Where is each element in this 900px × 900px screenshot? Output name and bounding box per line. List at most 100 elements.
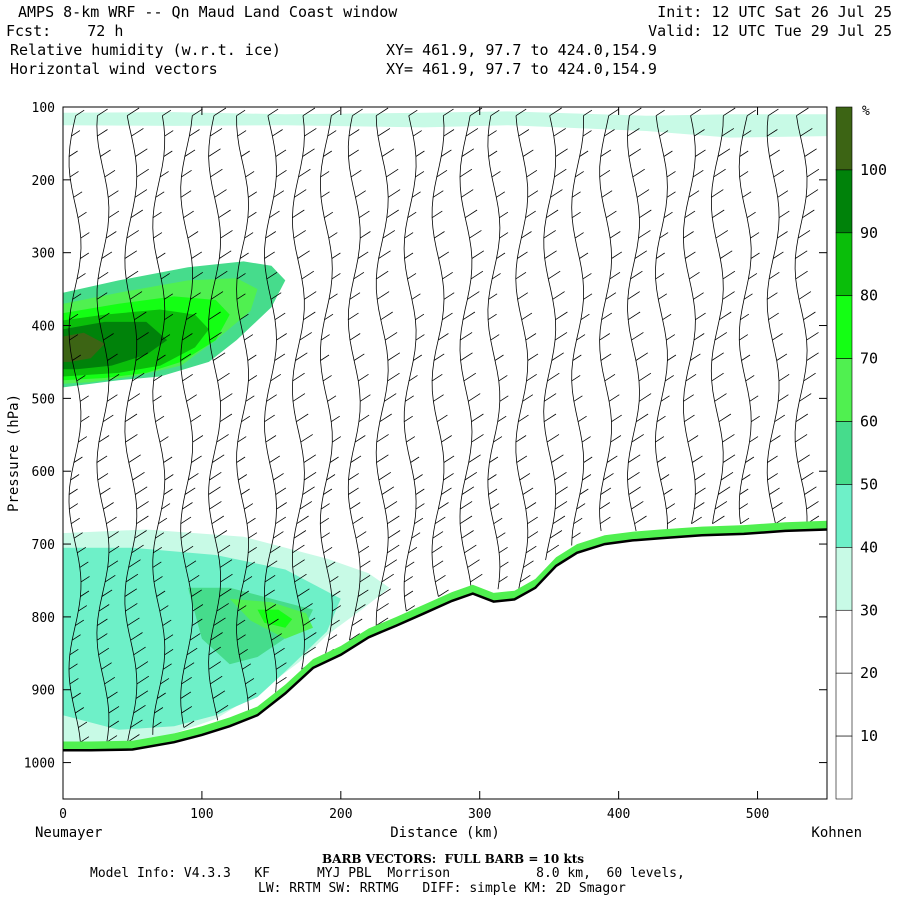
wind-barb-flag [684,414,695,423]
wind-barb-flag [498,546,508,554]
wind-barb-flag [777,190,789,198]
wind-barb-flag [443,473,454,481]
wind-barb-flag [489,456,499,463]
wind-barb-flag [216,434,229,443]
wind-barb-flag [247,211,257,219]
wind-barb-flag [636,189,650,198]
wind-barb-flag [798,291,812,300]
colorbar-segment [835,484,853,548]
wind-barb-flag [555,311,568,321]
wind-barb-flag [303,454,317,463]
wind-barb-flag [96,618,108,626]
wind-barb-flag [797,230,811,239]
wind-barb-flag [269,210,280,219]
wind-barb-flag [490,334,500,341]
wind-barb-flag [499,232,509,239]
wind-barb-flag [543,393,557,402]
wind-barb-flag [692,169,704,178]
wind-barb-flag [244,232,254,239]
wind-barb-flag [155,532,165,539]
wind-barb-flag [433,394,444,402]
wind-barb-flag [271,633,282,641]
wind-barb-flag [488,150,498,157]
wind-barb-flag [237,130,247,137]
wind-barb-flag [638,230,651,239]
wind-barb-flag [274,312,286,321]
wind-barb-flag [806,332,819,341]
colorbar-tick-label: 20 [860,664,878,682]
wind-barb-flag [101,662,112,670]
wind-barb-flag [212,352,226,361]
wind-barb-flag [554,471,567,481]
wind-barb-flag [688,190,700,198]
wind-barb-flag [180,691,192,699]
wind-barb-flag [464,209,478,219]
wind-barb-flag [320,532,330,539]
wind-barb-flag [638,372,652,382]
wind-barb-flag [386,209,399,219]
wind-barb-flag [220,230,233,239]
wind-barb-flag [332,436,342,443]
wind-barb-flag [415,503,425,510]
wind-barb-flag [304,128,317,137]
wind-barb-flag [683,394,694,402]
wind-barb-flag [805,189,819,198]
wind-barb-flag [302,107,316,117]
wind-barb-flag [660,474,670,481]
wind-barb-flag [355,531,367,539]
wind-barb-flag [128,454,141,463]
wind-barb-flag [519,574,531,583]
chart-title: AMPS 8-km WRF -- Qn Maud Land Coast wind… [18,3,398,21]
wind-barb-flag [411,191,421,198]
wind-barb-flag [459,515,473,525]
wind-barb-flag [627,291,640,300]
wind-barb-flag [545,209,559,219]
wind-barb-flag [441,435,452,443]
wind-barb-flag [658,293,668,300]
wind-barb-flag [667,517,677,525]
wind-barb-flag [577,415,587,423]
y-tick-label: 700 [32,538,55,553]
wind-barb-flag [656,456,666,463]
wind-barb-flag [403,576,413,583]
wind-barb-flag [163,456,173,463]
wind-barb-flag [71,634,81,641]
wind-barb-flag [188,574,200,583]
wind-barb-flag [386,168,399,178]
colorbar-tick-label: 40 [860,538,878,556]
wind-barb-flag [692,455,703,463]
wind-barb-flag [294,189,307,198]
wind-barb-flag [79,395,89,402]
wind-barb-flag [655,273,665,280]
wind-barb-flag [180,531,192,539]
wind-barb-flag [156,590,166,597]
wind-barb-flag [293,530,307,539]
wind-barb-flag [415,334,425,341]
wind-barb-flag [264,574,276,583]
wind-barb-flag [803,372,816,382]
wind-barb-flag [72,293,82,300]
wind-barb-flag [295,352,308,361]
wind-barb-flag [297,250,310,259]
wind-barb-flag [219,559,233,568]
wind-barb-flag [611,414,622,423]
wind-barb-flag [609,231,621,239]
wind-barb-flag [236,109,246,117]
colorbar-tick-label: 100 [860,161,887,179]
wind-barb-flag [108,210,120,219]
wind-barb-flag [127,617,140,626]
wind-barb-flag [97,108,108,117]
wind-barb-flag [695,149,706,157]
wind-barb-flag [381,573,394,583]
wind-barb-flag [181,676,192,685]
wind-barb-flag [582,130,592,137]
rh-region-30-40 [63,111,827,138]
wind-barb-flag [80,576,90,583]
wind-barb-flag [348,129,360,137]
wind-barb-flag [639,209,652,219]
wind-barb-flag [134,530,147,539]
wind-barb-flag [353,271,365,280]
wind-barb-flag [236,273,246,280]
init-time: Init: 12 UTC Sat 26 Jul 25 [657,3,892,21]
wind-barb-flag [210,675,223,685]
